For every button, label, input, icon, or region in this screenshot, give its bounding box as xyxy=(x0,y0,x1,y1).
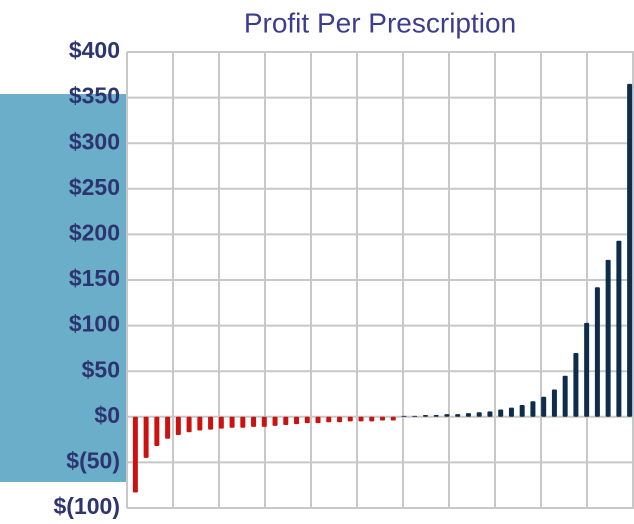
bar xyxy=(605,259,611,417)
y-tick-label: $250 xyxy=(69,174,120,200)
bar xyxy=(627,83,633,417)
y-tick-label: $150 xyxy=(69,265,120,291)
bar xyxy=(476,412,482,417)
bar xyxy=(175,416,181,436)
y-tick-label: $200 xyxy=(69,219,120,245)
bar xyxy=(498,409,504,417)
bar xyxy=(455,414,461,417)
label-band xyxy=(0,94,127,482)
bar xyxy=(294,416,300,425)
bar xyxy=(584,322,590,417)
y-tick-label: $0 xyxy=(94,402,120,428)
bar xyxy=(315,416,321,424)
bar xyxy=(358,416,364,422)
bar xyxy=(154,416,160,446)
bar xyxy=(573,352,579,417)
bar xyxy=(165,416,171,439)
bar xyxy=(551,389,557,417)
bar xyxy=(283,416,289,426)
bar xyxy=(401,415,407,417)
bar xyxy=(530,401,536,417)
bar xyxy=(433,414,439,417)
bar xyxy=(326,416,332,423)
y-tick-label: $(100) xyxy=(54,493,120,519)
bar xyxy=(186,416,192,433)
bar xyxy=(562,375,568,417)
bar xyxy=(240,416,246,428)
bar xyxy=(541,396,547,417)
bar xyxy=(304,416,310,424)
bar xyxy=(380,416,385,421)
y-tick-label: $(50) xyxy=(66,447,120,473)
y-tick-label: $50 xyxy=(82,356,120,382)
bar xyxy=(272,416,278,426)
y-tick-label: $100 xyxy=(69,311,120,337)
bar xyxy=(229,416,235,428)
bar xyxy=(519,404,525,417)
bar xyxy=(422,414,428,417)
bar xyxy=(337,416,343,423)
bar xyxy=(508,407,514,417)
bar xyxy=(197,416,203,431)
bar xyxy=(251,416,257,427)
y-tick-label: $400 xyxy=(69,37,120,63)
bar xyxy=(143,416,149,458)
bar xyxy=(487,411,493,417)
bar xyxy=(218,416,224,429)
y-tick-label: $350 xyxy=(69,83,120,109)
chart-title: Profit Per Prescription xyxy=(244,7,516,38)
bar xyxy=(616,240,622,417)
bar xyxy=(261,416,267,427)
bar xyxy=(444,414,450,417)
bar xyxy=(412,415,418,417)
bar xyxy=(208,416,214,430)
bar xyxy=(347,416,353,422)
bar xyxy=(465,413,471,417)
bar xyxy=(594,287,600,417)
bar xyxy=(369,416,375,422)
bar xyxy=(132,416,138,493)
y-tick-label: $300 xyxy=(69,128,120,154)
bar xyxy=(390,416,396,421)
